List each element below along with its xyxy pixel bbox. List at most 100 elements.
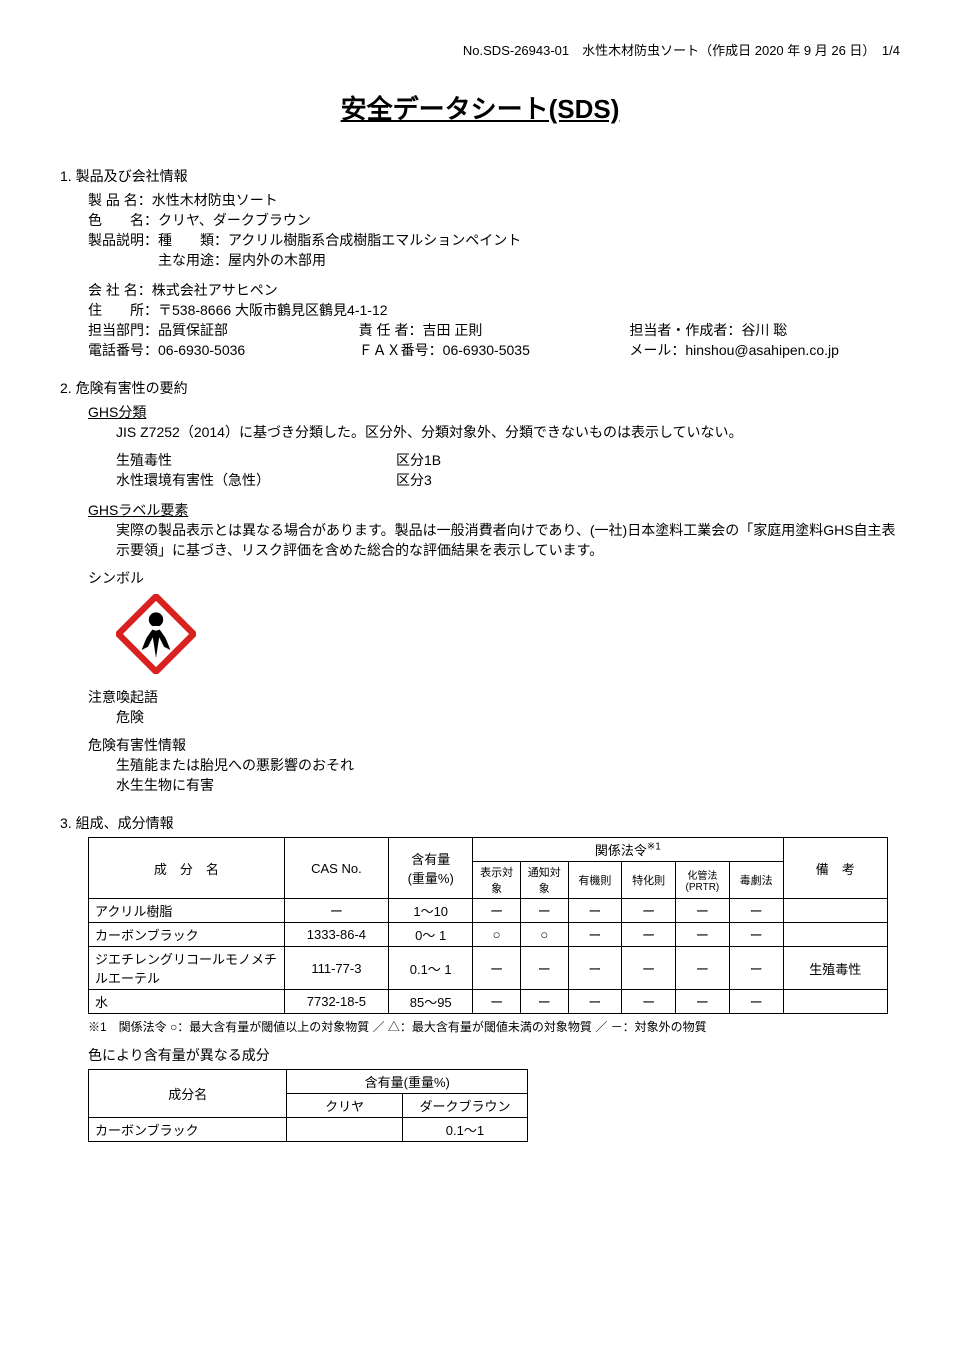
signal-label: 注意喚起語 bbox=[60, 687, 900, 707]
section-2: 2. 危険有害性の要約 GHS分類 JIS Z7252（2014）に基づき分類し… bbox=[60, 378, 900, 795]
sec1-head: 製品及び会社情報 bbox=[76, 168, 188, 184]
cell-l1: ー bbox=[473, 899, 521, 923]
symbol-label: シンボル bbox=[60, 568, 900, 588]
section-3: 3. 組成、成分情報 成 分 名 CAS No. 含有量 (重量%) 関係法令※… bbox=[60, 813, 900, 1142]
cell-l6: ー bbox=[729, 990, 783, 1014]
cell-note bbox=[783, 990, 888, 1014]
addr-label: 住 所： bbox=[88, 302, 158, 318]
cell-l6: ー bbox=[729, 947, 783, 990]
table-row: カーボンブラック1333-86-40～ 1○○ーーーー bbox=[89, 923, 888, 947]
resp-label: 責 任 者： bbox=[359, 322, 423, 338]
cell-cas: 111-77-3 bbox=[284, 947, 388, 990]
author-value: 谷川 聡 bbox=[741, 322, 787, 338]
cell-content: 0～ 1 bbox=[389, 923, 473, 947]
cell-l3: ー bbox=[568, 923, 622, 947]
cell-note bbox=[783, 923, 888, 947]
cell-l4: ー bbox=[622, 899, 676, 923]
th-cas: CAS No. bbox=[284, 838, 388, 899]
table-footnote: ※1 関係法令 ○：最大含有量が閾値以上の対象物質 ／ △：最大含有量が閾値未満… bbox=[88, 1018, 900, 1035]
hazinfo-2: 水生生物に有害 bbox=[60, 775, 900, 795]
t2-h-c1: クリヤ bbox=[287, 1094, 402, 1118]
cell-content: 1～10 bbox=[389, 899, 473, 923]
desc-type: アクリル樹脂系合成樹脂エマルションペイント bbox=[228, 232, 521, 248]
t2-h-name: 成分名 bbox=[89, 1070, 287, 1118]
cell-cas: 7732-18-5 bbox=[284, 990, 388, 1014]
resp-value: 吉田 正則 bbox=[422, 322, 482, 338]
cell-l2: ー bbox=[520, 947, 568, 990]
cell-name: ジエチレングリコールモノメチルエーテル bbox=[89, 947, 285, 990]
cell-name: 水 bbox=[89, 990, 285, 1014]
hazinfo-1: 生殖能または胎児への悪影響のおそれ bbox=[60, 755, 900, 775]
hz2-name: 水性環境有害性（急性） bbox=[116, 470, 396, 490]
mail-value: hinshou@asahipen.co.jp bbox=[685, 342, 839, 358]
fax-value: 06-6930-5035 bbox=[443, 342, 530, 358]
mail-label: メール： bbox=[629, 342, 685, 358]
sec2-num: 2. bbox=[60, 380, 72, 396]
addr-value: 〒538-8666 大阪市鶴見区鶴見4-1-12 bbox=[158, 302, 388, 318]
cell-l6: ー bbox=[729, 923, 783, 947]
company-name: 株式会社アサヒペン bbox=[152, 282, 278, 298]
cell-l4: ー bbox=[622, 990, 676, 1014]
cell-cas: 1333-86-4 bbox=[284, 923, 388, 947]
cell-l3: ー bbox=[568, 947, 622, 990]
cell-l4: ー bbox=[622, 923, 676, 947]
ghs-class-desc: JIS Z7252（2014）に基づき分類した。区分外、分類対象外、分類できない… bbox=[60, 422, 900, 442]
ghs-label-desc: 実際の製品表示とは異なる場合があります。製品は一般消費者向けであり、(一社)日本… bbox=[60, 520, 900, 560]
cell-l6: ー bbox=[729, 899, 783, 923]
color-content-table: 成分名 含有量(重量%) クリヤ ダークブラウン カーボンブラック 0.1～1 bbox=[88, 1069, 528, 1142]
hz1-val: 区分1B bbox=[396, 450, 496, 470]
th-laws: 関係法令※1 bbox=[473, 838, 783, 862]
dept-label: 担当部門： bbox=[88, 322, 158, 338]
th-l6: 毒劇法 bbox=[729, 862, 783, 899]
sec1-num: 1. bbox=[60, 168, 72, 184]
hazinfo-label: 危険有害性情報 bbox=[60, 735, 900, 755]
th-l1: 表示対象 bbox=[473, 862, 521, 899]
th-content: 含有量 (重量%) bbox=[389, 838, 473, 899]
cell-l5: ー bbox=[676, 899, 730, 923]
health-hazard-icon bbox=[116, 594, 196, 674]
cell-l2: ー bbox=[520, 899, 568, 923]
th-l4: 特化則 bbox=[622, 862, 676, 899]
th-name: 成 分 名 bbox=[89, 838, 285, 899]
cell-content: 0.1～ 1 bbox=[389, 947, 473, 990]
tel-label: 電話番号： bbox=[88, 342, 158, 358]
composition-table: 成 分 名 CAS No. 含有量 (重量%) 関係法令※1 備 考 表示対象 … bbox=[88, 837, 888, 1014]
product-name: 水性木材防虫ソート bbox=[152, 192, 278, 208]
color-value: クリヤ、ダークブラウン bbox=[158, 212, 311, 228]
table-row: ジエチレングリコールモノメチルエーテル111-77-30.1～ 1ーーーーーー生… bbox=[89, 947, 888, 990]
ghs-pictogram bbox=[116, 594, 900, 677]
cell-note: 生殖毒性 bbox=[783, 947, 888, 990]
cell-l2: ー bbox=[520, 990, 568, 1014]
dept-value: 品質保証部 bbox=[158, 322, 228, 338]
cell-l3: ー bbox=[568, 990, 622, 1014]
t2-h-c2: ダークブラウン bbox=[402, 1094, 527, 1118]
th-l2: 通知対象 bbox=[520, 862, 568, 899]
cell-l1: ○ bbox=[473, 923, 521, 947]
th-l5: 化管法(PRTR) bbox=[676, 862, 730, 899]
cell-content: 85～95 bbox=[389, 990, 473, 1014]
desc-use: 屋内外の木部用 bbox=[228, 252, 326, 268]
sec3-num: 3. bbox=[60, 815, 72, 831]
cell-l3: ー bbox=[568, 899, 622, 923]
desc-label: 製品説明： bbox=[88, 232, 158, 248]
table2-title: 色により含有量が異なる成分 bbox=[88, 1045, 900, 1065]
ghs-class-head: GHS分類 bbox=[60, 402, 900, 422]
cell-cas: ー bbox=[284, 899, 388, 923]
cell-l4: ー bbox=[622, 947, 676, 990]
table-row: 水7732-18-585～95ーーーーーー bbox=[89, 990, 888, 1014]
table-row: アクリル樹脂ー1～10ーーーーーー bbox=[89, 899, 888, 923]
sec3-head: 組成、成分情報 bbox=[76, 815, 174, 831]
hz2-val: 区分3 bbox=[396, 470, 496, 490]
t2-r1-name: カーボンブラック bbox=[89, 1118, 287, 1142]
tel-value: 06-6930-5036 bbox=[158, 342, 245, 358]
signal-word: 危険 bbox=[60, 707, 900, 727]
cell-l5: ー bbox=[676, 990, 730, 1014]
ghs-label-head: GHSラベル要素 bbox=[60, 500, 900, 520]
t2-h-content: 含有量(重量%) bbox=[287, 1070, 528, 1094]
cell-note bbox=[783, 899, 888, 923]
page-header: No.SDS-26943-01 水性木材防虫ソート（作成日 2020 年 9 月… bbox=[60, 40, 900, 59]
sec2-head: 危険有害性の要約 bbox=[76, 380, 188, 396]
cell-l2: ○ bbox=[520, 923, 568, 947]
product-label: 製 品 名： bbox=[88, 192, 152, 208]
th-l3: 有機則 bbox=[568, 862, 622, 899]
